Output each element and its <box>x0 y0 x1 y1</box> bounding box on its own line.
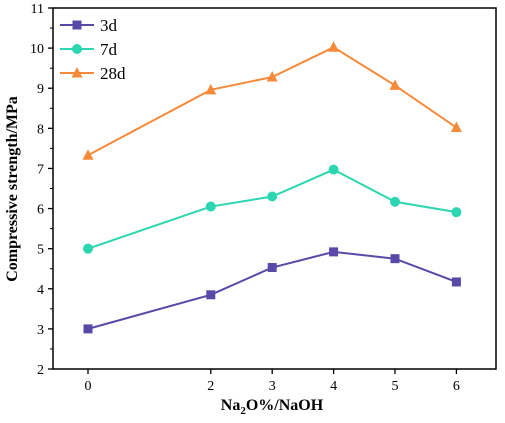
data-point-7d <box>205 201 216 212</box>
legend-swatch-marker <box>71 67 83 78</box>
y-tick-label: 3 <box>37 323 44 338</box>
data-point-7d <box>451 207 462 218</box>
y-tick-label: 5 <box>37 243 44 258</box>
series-line-7d <box>87 168 457 250</box>
data-point-3d <box>390 254 400 264</box>
legend-swatch-marker <box>72 20 82 30</box>
legend-item-28d: 28d <box>60 64 126 83</box>
x-axis-title: Na2O%/NaOH <box>221 397 324 417</box>
plot-frame <box>52 7 497 370</box>
data-point-7d <box>328 164 339 175</box>
y-tick-label: 11 <box>31 2 44 17</box>
data-point-28d <box>328 41 340 52</box>
y-tick-label: 4 <box>37 283 44 298</box>
data-point-28d <box>450 121 462 133</box>
data-point-3d <box>451 277 461 287</box>
legend: 3d 7d 28d <box>60 16 126 83</box>
series-layer <box>82 41 462 334</box>
x-axis: 0 2 3 4 5 6 <box>85 369 460 394</box>
y-tick-label: 7 <box>37 162 44 177</box>
x-tick-label: 0 <box>85 379 92 394</box>
legend-label: 7d <box>100 40 118 59</box>
legend-item-3d: 3d <box>60 16 118 35</box>
data-point-7d <box>390 196 400 207</box>
y-tick-label: 2 <box>37 363 44 378</box>
y-axis: 2 3 4 5 6 7 8 9 10 11 <box>30 2 53 378</box>
legend-item-7d: 7d <box>60 40 118 59</box>
x-tick-label: 5 <box>392 379 399 394</box>
series-3d <box>83 247 461 334</box>
series-28d <box>82 41 462 160</box>
x-tick-label: 6 <box>453 379 460 394</box>
data-point-3d <box>329 247 339 257</box>
data-point-28d <box>389 79 401 90</box>
series-line-28d <box>87 46 457 157</box>
data-point-3d <box>83 324 93 334</box>
y-tick-label: 9 <box>37 82 44 97</box>
data-point-3d <box>267 263 277 273</box>
x-tick-label: 3 <box>269 379 276 394</box>
data-point-28d <box>82 149 94 160</box>
data-point-28d <box>266 70 278 82</box>
series-line-3d <box>87 250 457 330</box>
y-axis-title: Compressive strength/MPa <box>4 96 21 282</box>
y-tick-label: 8 <box>37 122 44 137</box>
series-7d <box>83 164 462 254</box>
legend-swatch-marker <box>72 44 82 54</box>
y-tick-label: 6 <box>37 203 44 218</box>
data-point-7d <box>83 243 93 254</box>
x-tick-label: 2 <box>207 379 214 394</box>
legend-label: 3d <box>100 16 118 35</box>
x-tick-label: 4 <box>330 379 337 394</box>
y-tick-label: 10 <box>30 42 44 57</box>
data-point-3d <box>206 290 216 300</box>
x-axis-title-suffix: O%/NaOH <box>246 397 324 414</box>
legend-label: 28d <box>100 64 126 83</box>
data-point-7d <box>267 191 278 202</box>
x-axis-title-prefix: Na <box>221 397 241 414</box>
x-axis-title-subscript: 2 <box>240 405 246 417</box>
data-point-28d <box>205 83 217 95</box>
